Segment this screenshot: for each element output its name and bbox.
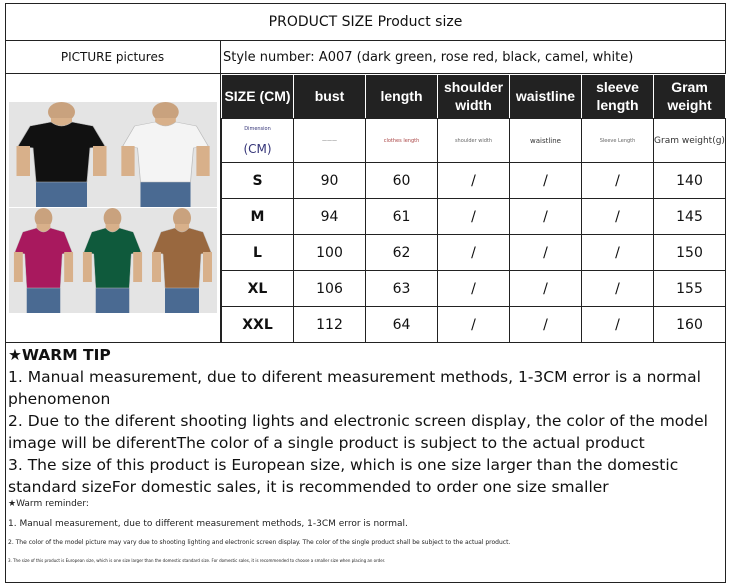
style-number: Style number: A007 (dark green, rose red… <box>221 41 726 74</box>
cell-sleeve: / <box>581 270 654 307</box>
dimension-waistline: waistline <box>509 118 582 163</box>
header-sleeve: sleeve length <box>581 74 654 119</box>
cell-waistline: / <box>509 234 582 271</box>
dimension-cm: (CM) <box>243 141 272 156</box>
cell-shoulder: / <box>437 162 510 199</box>
dimension-gram: Gram weight(g) <box>653 118 726 163</box>
warm-reminder-title: ★Warm reminder: <box>8 499 89 509</box>
cell-sleeve: / <box>581 234 654 271</box>
cell-sleeve: / <box>581 198 654 235</box>
cell-length: 63 <box>365 270 438 307</box>
dimension-label: Dimension <box>244 125 271 132</box>
cell-bust: 106 <box>293 270 366 307</box>
cell-bust: 112 <box>293 306 366 343</box>
cell-length: 64 <box>365 306 438 343</box>
cell-bust: 90 <box>293 162 366 199</box>
cell-length: 60 <box>365 162 438 199</box>
dimension-bust: ——— <box>293 118 366 163</box>
cell-waistline: / <box>509 198 582 235</box>
page-title: PRODUCT SIZE Product size <box>5 3 726 41</box>
cell-size: XL <box>221 270 294 307</box>
cell-size: S <box>221 162 294 199</box>
cell-gram: 155 <box>653 270 726 307</box>
cell-waistline: / <box>509 270 582 307</box>
table-row: S 90 60///140 <box>221 162 726 199</box>
cell-length: 61 <box>365 198 438 235</box>
product-pictures <box>5 74 221 343</box>
warm-reminder-item: 3. The size of this product is European … <box>8 558 386 563</box>
table-row: XL 106 63///155 <box>221 270 726 307</box>
shirt-illustration <box>9 208 78 313</box>
header-gram: Gram weight <box>653 74 726 119</box>
header-bust: bust <box>293 74 366 119</box>
cell-sleeve: / <box>581 306 654 343</box>
warm-reminder-item: 1. Manual measurement, due to different … <box>8 519 408 529</box>
dimension-length: clothes length <box>365 118 438 163</box>
picture-label: PICTURE pictures <box>5 41 221 74</box>
product-photo-rose-red <box>9 208 78 313</box>
cell-gram: 140 <box>653 162 726 199</box>
warm-tip-title: ★WARM TIP <box>8 346 111 364</box>
cell-gram: 145 <box>653 198 726 235</box>
cell-bust: 100 <box>293 234 366 271</box>
cell-gram: 150 <box>653 234 726 271</box>
dimension-shoulder: shoulder width <box>437 118 510 163</box>
cell-size: M <box>221 198 294 235</box>
shirt-illustration <box>78 208 147 313</box>
warm-tip-item: 2. Due to the diferent shooting lights a… <box>8 412 708 452</box>
shirt-illustration <box>9 102 114 207</box>
cell-shoulder: / <box>437 270 510 307</box>
cell-waistline: / <box>509 306 582 343</box>
dimension-row: Dimension (CM) ——— clothes length shoulde… <box>221 118 726 163</box>
table-row: XXL 112 64///160 <box>221 306 726 343</box>
table-header-row: SIZE (CM) bust length shoulder width wai… <box>221 74 726 119</box>
header-size: SIZE (CM) <box>221 74 294 119</box>
dimension-size: Dimension (CM) <box>221 118 294 163</box>
product-photo-black <box>9 102 114 207</box>
cell-shoulder: / <box>437 234 510 271</box>
cell-sleeve: / <box>581 162 654 199</box>
header-length: length <box>365 74 438 119</box>
warm-tip: ★WARM TIP 1. Manual measurement, due to … <box>8 344 723 498</box>
shirt-illustration <box>147 208 217 313</box>
cell-shoulder: / <box>437 306 510 343</box>
cell-bust: 94 <box>293 198 366 235</box>
table-row: M 94 61///145 <box>221 198 726 235</box>
cell-length: 62 <box>365 234 438 271</box>
cell-waistline: / <box>509 162 582 199</box>
size-chart-frame <box>5 3 726 583</box>
cell-shoulder: / <box>437 198 510 235</box>
warm-tip-item: 3. The size of this product is European … <box>8 456 679 496</box>
product-photo-white <box>114 102 217 207</box>
dimension-sleeve: Sleeve Length <box>581 118 654 163</box>
size-table: SIZE (CM) bust length shoulder width wai… <box>221 74 726 343</box>
cell-size: L <box>221 234 294 271</box>
shirt-illustration <box>114 102 217 207</box>
header-waistline: waistline <box>509 74 582 119</box>
product-photo-camel <box>147 208 217 313</box>
product-photo-dark-green <box>78 208 147 313</box>
warm-reminder-item: 2. The color of the model picture may va… <box>8 539 511 546</box>
warm-tip-item: 1. Manual measurement, due to diferent m… <box>8 368 701 408</box>
table-row: L 100 62///150 <box>221 234 726 271</box>
cell-size: XXL <box>221 306 294 343</box>
cell-gram: 160 <box>653 306 726 343</box>
header-shoulder: shoulder width <box>437 74 510 119</box>
